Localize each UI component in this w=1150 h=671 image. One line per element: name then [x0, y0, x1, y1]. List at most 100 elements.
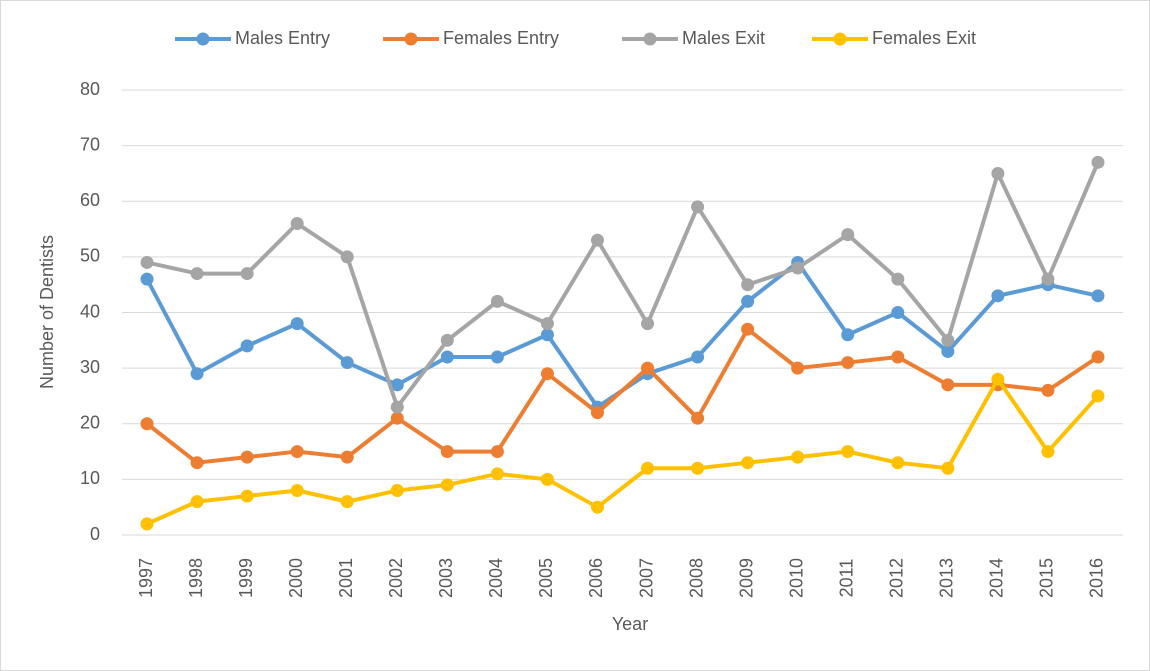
y-tick-label: 70 [80, 134, 100, 154]
data-point [991, 372, 1005, 386]
data-point [440, 333, 454, 347]
y-tick-label: 80 [80, 79, 100, 99]
x-tick-label: 2004 [486, 558, 506, 598]
legend-label: Males Entry [235, 28, 330, 48]
data-point [991, 166, 1005, 180]
data-point [1041, 383, 1055, 397]
data-point [490, 350, 504, 364]
data-point [891, 272, 905, 286]
y-tick-label: 20 [80, 413, 100, 433]
data-point [390, 400, 404, 414]
data-point [741, 294, 755, 308]
y-tick-label: 50 [80, 246, 100, 266]
data-point [240, 339, 254, 353]
y-tick-label: 40 [80, 301, 100, 321]
data-point [941, 344, 955, 358]
y-tick-label: 0 [90, 524, 100, 544]
data-point [791, 261, 805, 275]
data-point [390, 378, 404, 392]
legend-marker [404, 32, 418, 46]
data-point [841, 328, 855, 342]
data-point [190, 456, 204, 470]
data-point [190, 367, 204, 381]
data-point [691, 200, 705, 214]
data-point [290, 445, 304, 459]
data-point [741, 322, 755, 336]
legend-label: Females Entry [443, 28, 559, 48]
data-point [390, 411, 404, 425]
data-point [240, 267, 254, 281]
data-point [190, 267, 204, 281]
data-point [340, 250, 354, 264]
data-point [991, 289, 1005, 303]
x-tick-label: 2002 [386, 558, 406, 598]
data-point [791, 361, 805, 375]
data-point [791, 450, 805, 464]
data-point [1091, 389, 1105, 403]
series-line [146, 161, 1100, 410]
data-point [941, 333, 955, 347]
x-tick-label: 2001 [336, 558, 356, 598]
data-point [1091, 350, 1105, 364]
data-point [891, 456, 905, 470]
x-tick-label: 2016 [1087, 558, 1107, 598]
data-point [1091, 289, 1105, 303]
x-tick-label: 2012 [887, 558, 907, 598]
data-point [340, 495, 354, 509]
data-point [440, 478, 454, 492]
x-tick-label: 2007 [636, 558, 656, 598]
data-point [590, 406, 604, 420]
data-point [741, 278, 755, 292]
series-line [145, 327, 1100, 465]
legend-label: Males Exit [682, 28, 765, 48]
x-tick-label: 1999 [236, 558, 256, 598]
data-point [540, 367, 554, 381]
data-point [540, 472, 554, 486]
data-point [490, 467, 504, 481]
data-point [290, 484, 304, 497]
data-point [140, 517, 154, 531]
y-axis-label: Number of Dentists [37, 235, 57, 389]
data-point [140, 417, 154, 431]
data-point [691, 461, 705, 475]
data-point [841, 228, 855, 242]
data-point [891, 350, 905, 364]
data-point [140, 255, 154, 269]
data-point [540, 328, 554, 342]
x-tick-label: 2006 [586, 558, 606, 598]
data-point [440, 350, 454, 364]
legend-marker [833, 32, 847, 46]
data-point [140, 272, 154, 286]
data-point [1091, 155, 1105, 169]
data-point [340, 450, 354, 464]
data-point [1041, 445, 1055, 459]
data-point [590, 500, 604, 514]
x-tick-label: 1997 [136, 558, 156, 598]
x-tick-label: 2009 [736, 558, 756, 598]
data-point [841, 356, 855, 370]
data-point [691, 350, 705, 364]
legend-marker [643, 32, 657, 46]
data-point [641, 461, 655, 475]
data-point [540, 317, 554, 331]
y-tick-label: 10 [80, 468, 100, 488]
x-tick-label: 2005 [536, 558, 556, 598]
legend-label: Females Exit [872, 28, 976, 48]
y-tick-label: 60 [80, 190, 100, 210]
data-point [691, 411, 705, 425]
x-tick-label: 2013 [937, 558, 957, 598]
data-point [641, 361, 655, 375]
x-tick-label: 2008 [686, 558, 706, 598]
x-tick-label: 2014 [987, 558, 1007, 598]
data-point [1041, 272, 1055, 286]
data-point [240, 450, 254, 464]
data-point [240, 489, 254, 503]
x-tick-label: 1998 [186, 558, 206, 598]
x-tick-label: 2003 [436, 558, 456, 598]
x-axis-label: Year [612, 614, 648, 634]
data-point [741, 456, 755, 470]
data-point [941, 378, 955, 392]
legend-marker [196, 32, 210, 46]
